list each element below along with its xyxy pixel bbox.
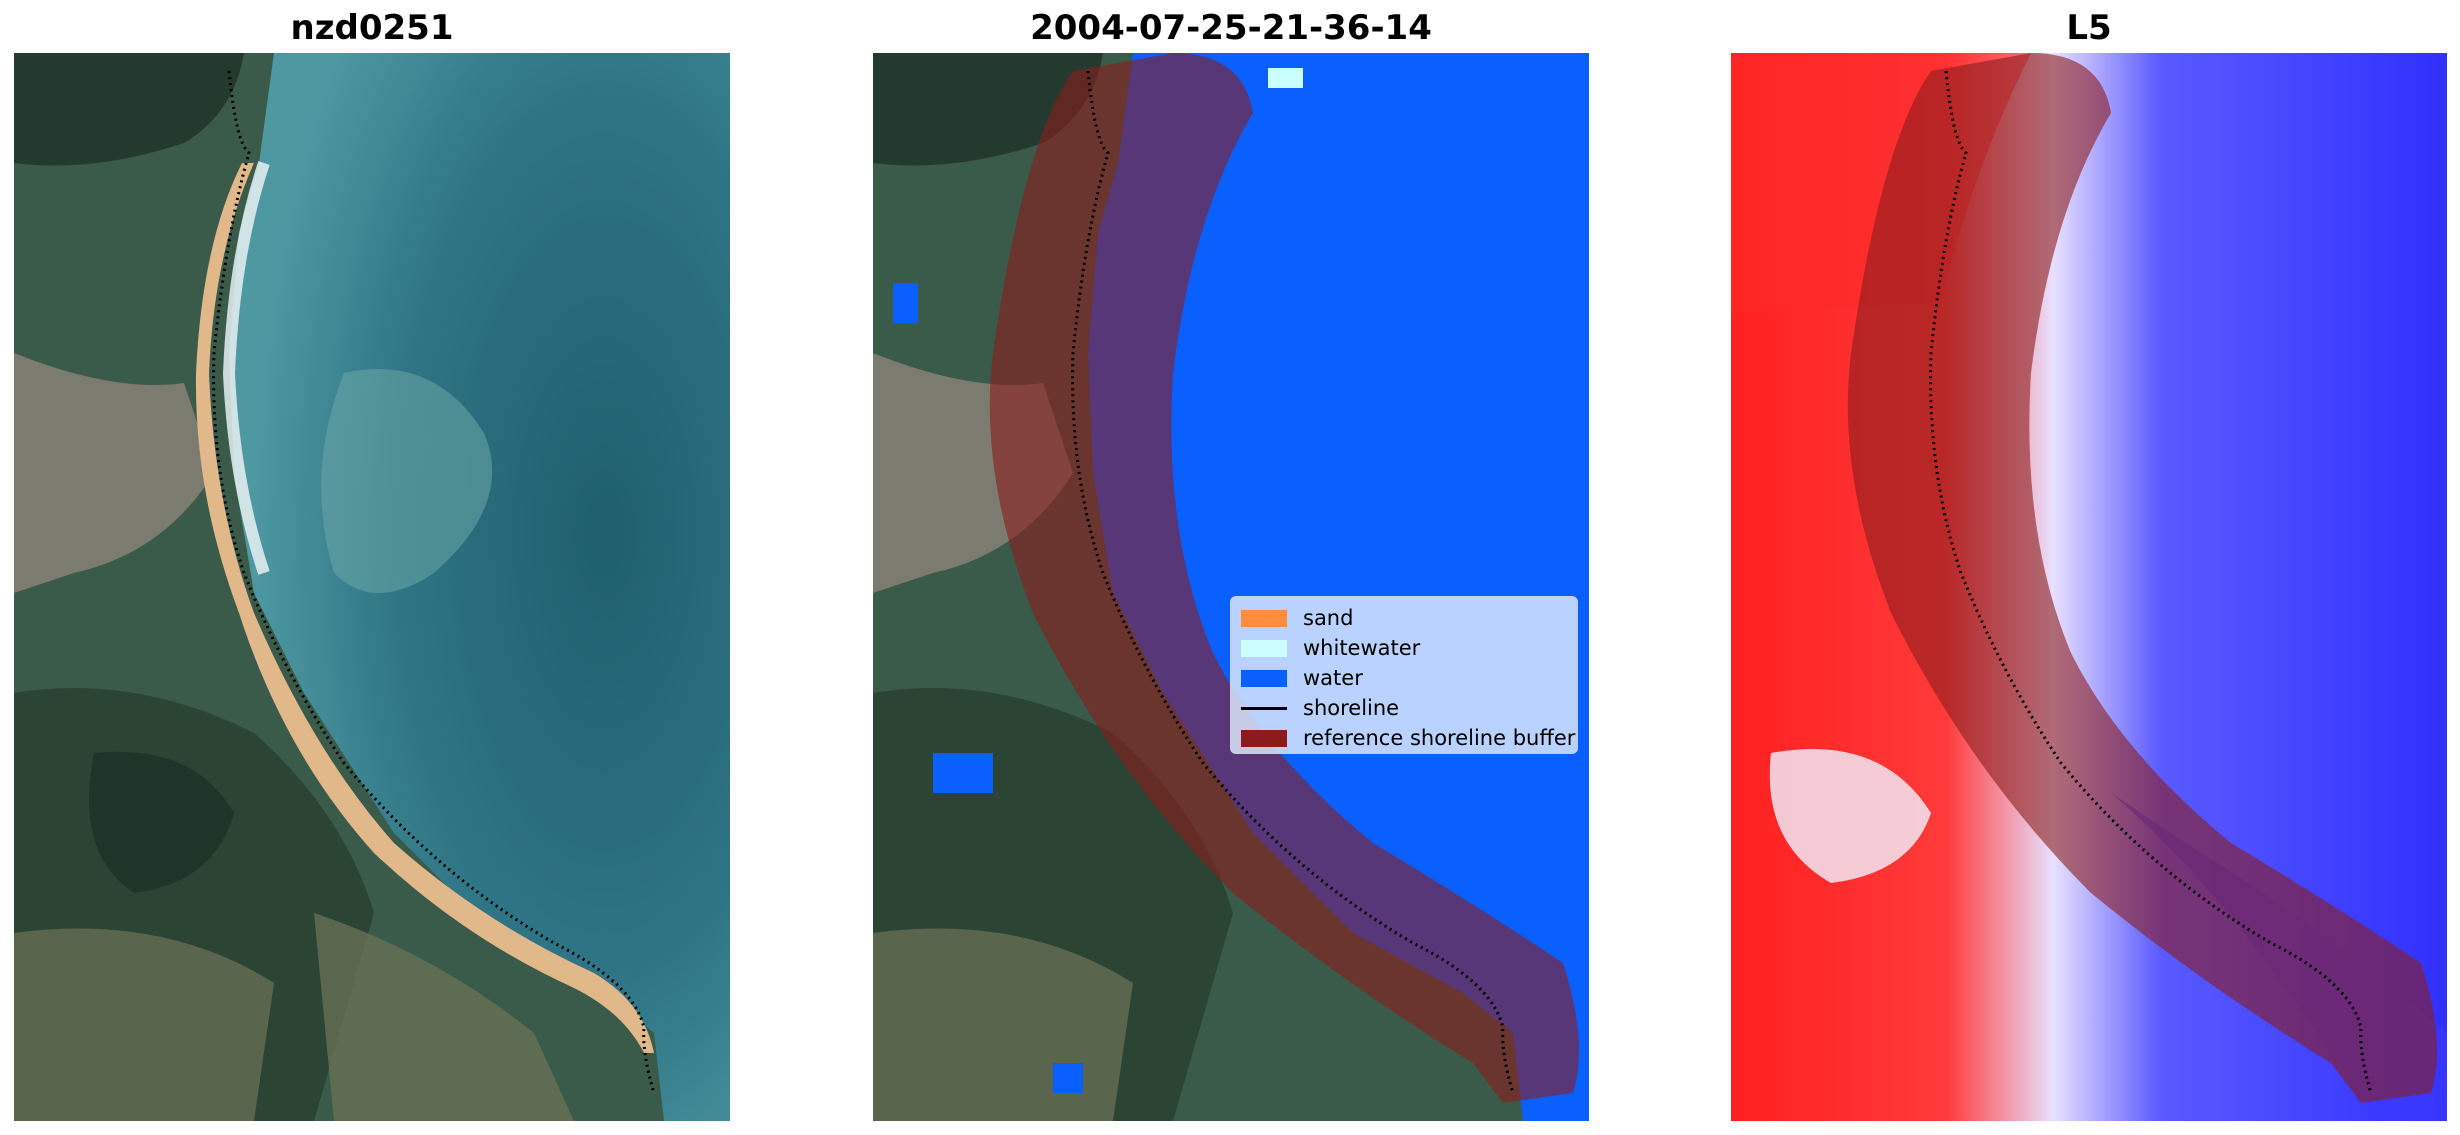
buffer-swatch [1241, 729, 1287, 747]
legend-item-buffer: reference shoreline buffer [1241, 723, 1575, 753]
legend-item-shoreline: shoreline [1241, 693, 1567, 723]
shoreline-line-icon [1241, 706, 1287, 710]
classified-image [873, 53, 1589, 1121]
legend: sand whitewater water shoreline referenc… [1230, 596, 1578, 754]
legend-label: shoreline [1303, 696, 1400, 720]
legend-label: whitewater [1303, 636, 1421, 660]
rgb-image [14, 53, 730, 1121]
legend-label: water [1303, 666, 1363, 690]
sand-swatch [1241, 609, 1287, 627]
rgb-image-panel [14, 53, 730, 1121]
legend-item-sand: sand [1241, 603, 1567, 633]
panel-title-rgb: nzd0251 [290, 8, 454, 48]
legend-item-water: water [1241, 663, 1567, 693]
index-image [1731, 53, 2447, 1121]
legend-label: sand [1303, 606, 1354, 630]
panel-title-classified: 2004-07-25-21-36-14 [1030, 8, 1432, 48]
whitewater-swatch [1241, 639, 1287, 657]
water-swatch [1241, 669, 1287, 687]
legend-item-whitewater: whitewater [1241, 633, 1567, 663]
legend-label: reference shoreline buffer [1303, 726, 1576, 750]
index-image-panel [1731, 53, 2447, 1121]
panel-title-index: L5 [2066, 8, 2112, 48]
classified-image-panel [873, 53, 1589, 1121]
